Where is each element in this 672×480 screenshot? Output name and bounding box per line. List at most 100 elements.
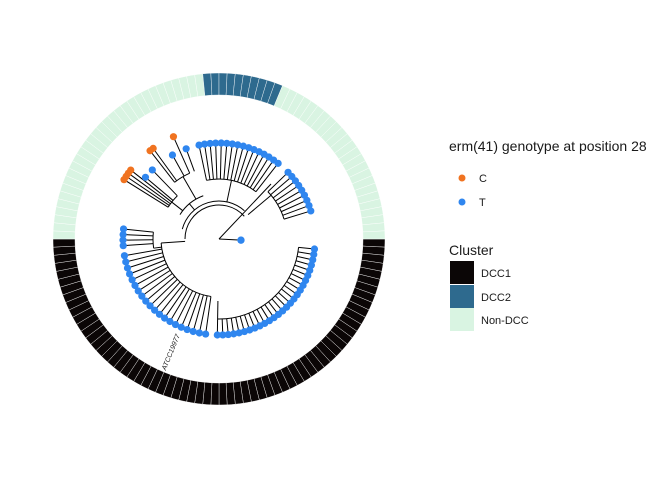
- tip-branch: [255, 163, 279, 193]
- tip-point-t: [177, 323, 185, 331]
- tip-branch: [282, 205, 310, 216]
- tip-branch: [164, 286, 187, 319]
- tip-point-t: [171, 320, 180, 329]
- tip-point-t: [138, 292, 146, 300]
- tip-branch: [281, 199, 308, 213]
- tip-point-t: [131, 281, 139, 290]
- tip-branch: [130, 169, 173, 203]
- tip-point-t: [307, 207, 315, 215]
- root-branch: [218, 183, 272, 240]
- tip-branch: [127, 256, 164, 269]
- tip-point-t: [160, 314, 169, 322]
- tip-branch: [209, 143, 214, 180]
- legend-swatch-dcc1: [450, 261, 474, 284]
- backbone-arc: [181, 200, 245, 230]
- tip-branch: [192, 294, 204, 332]
- branch: [182, 176, 197, 200]
- branch: [171, 201, 184, 212]
- tip-branch: [198, 144, 208, 181]
- tip-point-t: [217, 139, 225, 147]
- tip-point-t: [119, 225, 128, 233]
- tip-branch: [279, 194, 305, 209]
- legend-swatch-dcc2: [450, 285, 474, 308]
- tip-branch: [275, 185, 299, 202]
- tip-branch: [137, 269, 171, 292]
- legend-label-non-dcc: Non-DCC: [481, 315, 529, 327]
- tip-point-t: [213, 331, 221, 339]
- tip-branch: [270, 176, 293, 196]
- ring-cell-dcc1: [218, 382, 228, 406]
- tip-branch: [237, 147, 250, 183]
- tip-branch: [252, 159, 275, 190]
- tip-point-t: [148, 166, 156, 174]
- ring-cell-dcc2: [210, 72, 220, 96]
- branch: [247, 194, 272, 215]
- tip-branch: [154, 281, 181, 311]
- tip-branch: [180, 292, 197, 328]
- tip-point-c: [149, 144, 157, 152]
- legend-swatch-t: [458, 198, 466, 206]
- tip-point-t: [235, 329, 243, 337]
- tip-branch: [123, 234, 154, 237]
- tip-branch: [198, 295, 208, 334]
- tip-branch: [123, 179, 169, 208]
- tip-branch: [249, 156, 270, 189]
- tip-branch: [186, 293, 201, 330]
- tip-branch: [124, 248, 162, 257]
- root-branch: [218, 238, 241, 241]
- tip-point-t: [183, 325, 191, 334]
- backbone-arc: [184, 204, 245, 240]
- genotype-legend: erm(41) genotype at position 28 C T: [449, 138, 647, 209]
- tip-point-t: [128, 276, 136, 284]
- tip-branch: [233, 146, 244, 182]
- tip-point-t: [141, 173, 150, 181]
- tip-point-t: [310, 245, 319, 253]
- tip-point-t: [274, 159, 282, 167]
- tip-branch: [125, 252, 163, 263]
- clade-arc: [206, 178, 257, 193]
- clade-arc: [179, 195, 204, 215]
- legend-label-dcc2: DCC2: [481, 292, 511, 304]
- tip-branch: [223, 143, 228, 180]
- tip-point-t: [234, 141, 242, 149]
- tip-branch: [215, 143, 218, 180]
- tip-point-t: [189, 327, 197, 336]
- tip-point-t: [206, 139, 214, 148]
- tip-point-t: [142, 297, 150, 305]
- tip-point-t: [155, 310, 164, 318]
- ring-cell-dcc1: [362, 238, 386, 248]
- tip-branch: [169, 288, 190, 322]
- tip-branch: [230, 144, 239, 181]
- tip-point-t: [166, 317, 174, 326]
- tip-point-t: [134, 287, 142, 295]
- tip-branch: [277, 189, 302, 205]
- tip-point-t: [119, 230, 127, 239]
- branch: [153, 246, 162, 249]
- legend-label-t: T: [479, 197, 486, 209]
- tip-point-t: [125, 270, 134, 278]
- tip-point-t: [224, 330, 232, 339]
- branch: [189, 203, 195, 211]
- legend-swatch-c: [458, 174, 466, 182]
- tip-branch: [123, 228, 154, 233]
- tip-branch: [129, 259, 166, 275]
- tip-branch: [152, 148, 178, 182]
- tip-point-t: [237, 236, 245, 244]
- tip-branch: [149, 150, 176, 183]
- tip-branch: [145, 276, 176, 302]
- tip-point-t: [123, 264, 132, 272]
- tip-branch: [226, 143, 233, 180]
- tip-branch: [185, 148, 195, 172]
- tip-point-t: [228, 140, 236, 148]
- tip-point-t: [151, 306, 159, 314]
- tip-label-atcc19977: ATCC19977: [161, 333, 183, 373]
- clade-arc: [160, 243, 211, 297]
- tip-branch: [151, 169, 178, 197]
- tip-branch: [123, 243, 154, 247]
- tip-branch: [145, 176, 174, 201]
- tip-branch: [243, 151, 260, 185]
- cluster-legend: Cluster DCC1 DCC2 Non-DCC: [449, 242, 529, 331]
- tip-branch: [283, 210, 311, 220]
- tip-point-t: [119, 242, 127, 250]
- tip-point-t: [120, 252, 129, 260]
